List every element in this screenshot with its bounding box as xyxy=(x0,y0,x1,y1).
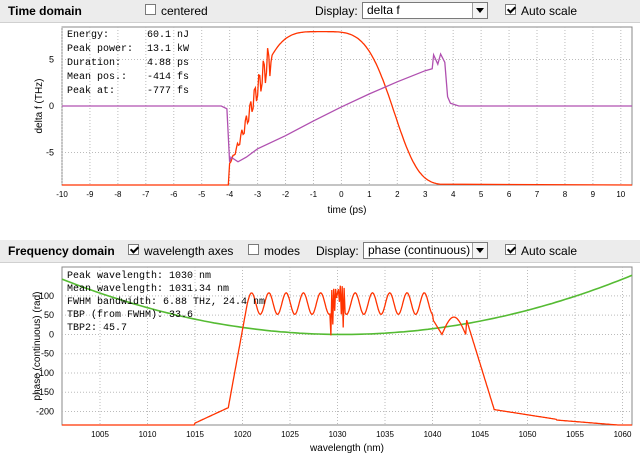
freq-display-label: Display: xyxy=(316,244,359,258)
info-value: 60.1 nJ xyxy=(147,30,189,41)
x-tick-label: 1030 xyxy=(329,430,347,439)
x-tick-label: 10 xyxy=(616,190,625,199)
y-tick-label: -50 xyxy=(41,349,54,359)
time-domain-plot[interactable]: -10 -9 -8 -7 -6 -5 -4 -3 -2 -1 0 1 2 3 4 5 6 7 8 9 1050-5tim… xyxy=(0,23,640,237)
time-display-value: delta f xyxy=(367,3,400,17)
info-key: Energy: xyxy=(67,30,109,41)
frequency-domain-toolbar: Frequency domain wavelength axes modes D… xyxy=(0,240,640,263)
y-tick-label: 100 xyxy=(39,291,54,301)
x-tick-label: 1035 xyxy=(376,430,394,439)
info-key: Mean pos.: xyxy=(67,72,127,83)
x-tick-label: 8 xyxy=(563,190,568,199)
x-tick-label: 1055 xyxy=(566,430,584,439)
modes-label: modes xyxy=(264,244,301,258)
time-autoscale-label: Auto scale xyxy=(521,4,578,18)
x-tick-label: -3 xyxy=(254,190,262,199)
freq-autoscale-checkbox[interactable] xyxy=(505,244,516,255)
x-tick-label: -7 xyxy=(142,190,150,199)
wavelength-axes-checkbox[interactable] xyxy=(128,244,139,255)
x-tick-label: 1060 xyxy=(614,430,632,439)
info-value: -777 fs xyxy=(147,85,189,97)
time-domain-toolbar: Time domain centered Display: delta f Au… xyxy=(0,0,640,23)
x-tick-label: 1040 xyxy=(424,430,442,439)
x-tick-label: 2 xyxy=(395,190,400,199)
time-info-box: Energy: 60.1 nJ Peak power: 13.1 kW Duration… xyxy=(67,30,189,97)
info-line: Peak wavelength: 1030 nm xyxy=(67,270,211,282)
frequency-domain-plot[interactable]: 1005 1010 1015 1020 1025 1030 1035 1040 1045 1050… xyxy=(0,263,640,455)
time-autoscale-checkbox[interactable] xyxy=(505,4,516,15)
y-tick-label: -100 xyxy=(36,368,54,378)
x-tick-label: 7 xyxy=(535,190,540,199)
modes-checkbox[interactable] xyxy=(248,244,259,255)
delta-f-curve xyxy=(62,52,632,163)
info-key: Peak at: xyxy=(67,85,115,97)
x-tick-label: -1 xyxy=(310,190,318,199)
time-domain-title: Time domain xyxy=(8,4,82,18)
x-tick-label: 0 xyxy=(339,190,344,199)
y-tick-label: 0 xyxy=(49,101,54,111)
freq-display-value: phase (continuous) xyxy=(368,243,471,257)
x-tick-label: -2 xyxy=(282,190,290,199)
phase-curve xyxy=(61,274,633,336)
info-key: Peak power: xyxy=(67,43,133,55)
y-tick-label: 5 xyxy=(49,55,54,65)
x-tick-label: 1050 xyxy=(519,430,537,439)
chevron-down-icon[interactable] xyxy=(472,3,487,18)
x-tick-label: 1005 xyxy=(91,430,109,439)
y-tick-label: 50 xyxy=(44,310,54,320)
x-tick-label: -6 xyxy=(170,190,178,199)
x-tick-label: -9 xyxy=(86,190,94,199)
centered-label: centered xyxy=(161,4,208,18)
freq-display-select[interactable]: phase (continuous) xyxy=(363,242,488,259)
info-line: TBP (from FWHM): 33.6 xyxy=(67,309,193,321)
time-display-select[interactable]: delta f xyxy=(362,2,488,19)
x-axis-label: time (ps) xyxy=(328,205,367,216)
x-tick-label: 1015 xyxy=(186,430,204,439)
y-axis-label: delta f (THz) xyxy=(34,78,45,133)
x-tick-label: 6 xyxy=(507,190,512,199)
info-value: 13.1 kW xyxy=(147,43,189,55)
x-tick-label: 4 xyxy=(451,190,456,199)
info-value: 4.88 ps xyxy=(147,58,189,69)
x-tick-label: -4 xyxy=(226,190,234,199)
info-key: Duration: xyxy=(67,57,121,69)
x-tick-label: -10 xyxy=(56,190,68,199)
x-tick-label: 1020 xyxy=(234,430,252,439)
wavelength-axes-label: wavelength axes xyxy=(144,244,234,258)
plot-area xyxy=(61,266,633,426)
y-tick-label: -5 xyxy=(46,147,54,157)
y-axis-label: phase (continuous) (rad) xyxy=(32,292,43,401)
spectrum-curve xyxy=(62,285,632,426)
freq-autoscale-label: Auto scale xyxy=(521,244,578,258)
y-tick-label: 0 xyxy=(49,329,54,339)
power-curve xyxy=(62,30,633,186)
info-line: TBP2: 45.7 xyxy=(67,323,127,334)
info-line: FWHM bandwidth: 6.88 THz, 24.4 nm xyxy=(67,296,265,308)
info-line: Mean wavelength: 1031.34 nm xyxy=(67,283,229,295)
centered-checkbox[interactable] xyxy=(145,4,156,15)
chevron-down-icon[interactable] xyxy=(472,243,487,258)
info-value: -414 fs xyxy=(147,71,189,83)
x-tick-label: -5 xyxy=(198,190,206,199)
x-axis-label: wavelength (nm) xyxy=(309,443,384,454)
x-tick-label: 1010 xyxy=(139,430,157,439)
x-tick-label: 5 xyxy=(479,190,484,199)
x-tick-label: 3 xyxy=(423,190,428,199)
y-tick-label: -200 xyxy=(36,407,54,417)
time-display-label: Display: xyxy=(315,4,358,18)
x-tick-label: 1025 xyxy=(281,430,299,439)
x-tick-label: 1 xyxy=(367,190,372,199)
x-tick-label: 9 xyxy=(591,190,596,199)
x-tick-label: -8 xyxy=(114,190,122,199)
x-tick-label: 1045 xyxy=(471,430,489,439)
frequency-domain-title: Frequency domain xyxy=(8,244,115,258)
y-tick-label: -150 xyxy=(36,387,54,397)
